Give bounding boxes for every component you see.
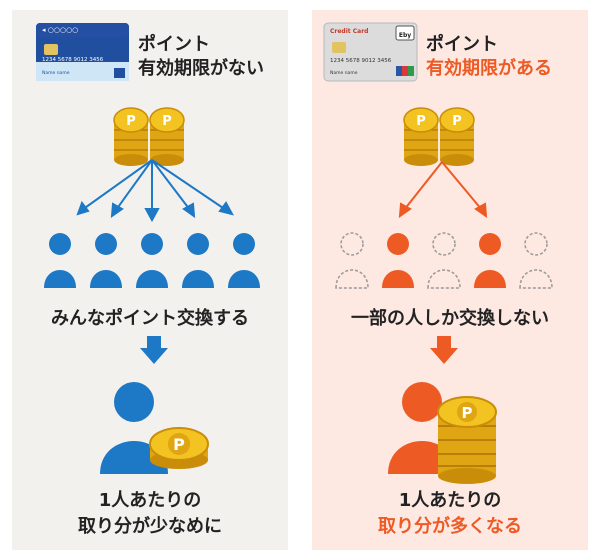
title-line1: ポイント xyxy=(138,34,210,55)
svg-text:P: P xyxy=(126,114,136,129)
distribution-arrows xyxy=(76,159,234,223)
person-icon xyxy=(44,233,76,288)
credit-card-icon: Credit Card Eby 1234 5678 9012 3456 Name… xyxy=(323,22,418,82)
mid-label: みんなポイント交換する xyxy=(51,308,249,329)
svg-text:P: P xyxy=(462,404,473,422)
mid-label: 一部の人しか交換しない xyxy=(351,308,549,329)
svg-text:P: P xyxy=(452,114,462,129)
person-icon xyxy=(519,232,553,289)
card-logo: Eby xyxy=(399,32,411,39)
card-number: 1234 5678 9012 3456 xyxy=(42,57,104,63)
card-top-marks: ◂ ○○○○○ xyxy=(42,26,78,34)
person-icon xyxy=(90,233,122,288)
coin-stack-icon: P xyxy=(437,396,497,484)
left-illustration: ◂ ○○○○○ 1234 5678 9012 3456 Name name P … xyxy=(36,23,260,474)
coin-stack-icon: P xyxy=(149,427,209,469)
person-icon xyxy=(474,233,506,288)
card-number: 1234 5678 9012 3456 xyxy=(330,58,392,64)
person-icon xyxy=(427,232,461,289)
coin-stack-icon: P xyxy=(403,107,439,166)
person-icon xyxy=(382,233,414,288)
bottom-label-line1: 1人あたりの xyxy=(98,490,202,511)
down-arrow-icon xyxy=(140,336,168,364)
title-line2: 有効期限がある xyxy=(426,58,552,79)
person-icon xyxy=(335,232,369,289)
coin-stack-icon: P xyxy=(113,107,149,166)
person-icon xyxy=(228,233,260,288)
distribution-arrows xyxy=(398,161,488,219)
svg-text:P: P xyxy=(162,114,172,129)
title-line1: ポイント xyxy=(426,34,498,55)
coin-stack-icon: P xyxy=(149,107,185,166)
right-illustration: Credit Card Eby 1234 5678 9012 3456 Name… xyxy=(323,22,553,484)
title-line2: 有効期限がない xyxy=(138,58,264,79)
card-name: Name name xyxy=(330,70,358,76)
panel-with-expiry: Credit Card Eby 1234 5678 9012 3456 Name… xyxy=(312,10,588,550)
bottom-label-line2: 取り分が多くなる xyxy=(378,516,522,537)
person-icon xyxy=(182,233,214,288)
credit-card-icon: ◂ ○○○○○ 1234 5678 9012 3456 Name name xyxy=(36,23,129,81)
card-name: Name name xyxy=(42,70,70,76)
svg-text:P: P xyxy=(173,435,185,454)
card-brand: Credit Card xyxy=(330,28,368,35)
person-icon xyxy=(136,233,168,288)
panel-no-expiry: ◂ ○○○○○ 1234 5678 9012 3456 Name name P … xyxy=(12,10,288,550)
bottom-label-line1: 1人あたりの xyxy=(398,490,502,511)
coin-stack-icon: P xyxy=(439,107,475,166)
bottom-label-line2: 取り分が少なめに xyxy=(78,516,222,537)
svg-text:P: P xyxy=(416,114,426,129)
down-arrow-icon xyxy=(430,336,458,364)
